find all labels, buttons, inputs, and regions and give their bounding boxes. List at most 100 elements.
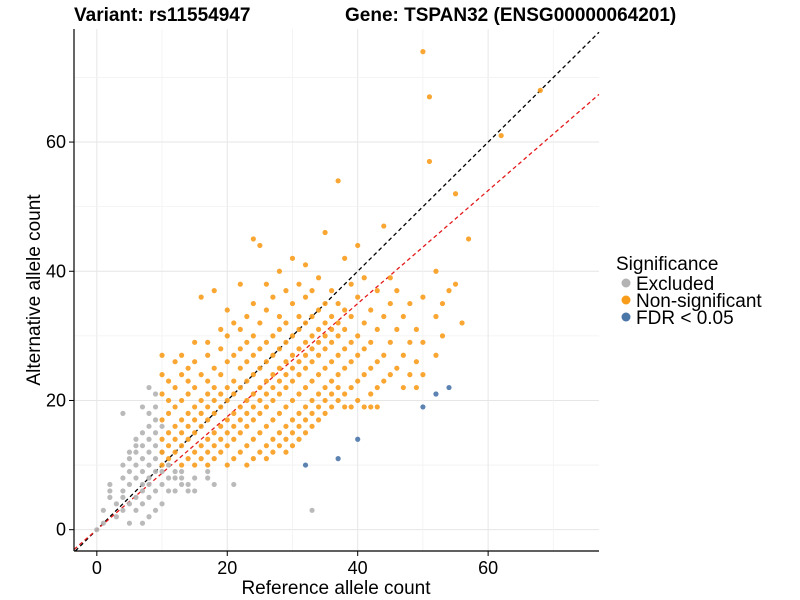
point-non-significant [387,339,393,345]
point-non-significant [263,404,269,410]
point-non-significant [276,326,283,333]
point-non-significant [400,313,406,320]
point-non-significant [159,391,165,397]
point-non-significant [296,346,302,352]
point-non-significant [315,417,322,423]
point-non-significant [302,404,309,410]
point-non-significant [348,359,354,365]
point-non-significant [192,449,198,455]
point-non-significant [348,281,354,287]
point-non-significant [374,384,380,391]
point-non-significant [322,346,328,352]
point-non-significant [283,449,289,455]
point-non-significant [329,326,335,333]
point-non-significant [407,372,413,378]
point-non-significant [309,397,315,404]
point-excluded [146,384,152,391]
point-non-significant [276,378,283,384]
point-fdr-0-05 [335,456,341,462]
point-non-significant [250,236,256,242]
point-non-significant [257,410,263,416]
point-non-significant [342,255,348,261]
point-non-significant [302,384,309,391]
point-non-significant [296,326,302,333]
point-excluded [120,475,126,481]
point-non-significant [355,352,361,358]
point-excluded [179,481,185,488]
point-non-significant [165,378,172,384]
point-non-significant [420,49,426,55]
point-non-significant [263,281,269,287]
point-excluded [139,488,146,494]
point-non-significant [348,313,354,320]
point-non-significant [231,436,237,442]
legend-label-excluded: Excluded [636,274,714,295]
point-non-significant [276,346,283,352]
point-non-significant [192,339,198,345]
point-non-significant [342,404,348,410]
point-non-significant [315,339,322,345]
point-non-significant [289,397,296,404]
point-non-significant [309,423,315,429]
x-tick-label: 0 [92,558,102,578]
point-excluded [159,501,165,507]
point-non-significant [302,365,309,371]
point-non-significant [465,236,472,242]
point-non-significant [192,430,198,436]
point-excluded [139,468,146,475]
point-non-significant [185,456,191,462]
point-non-significant [283,436,289,442]
axis-ticks: 0 20 40 60 0 20 40 60 [46,132,498,578]
point-excluded [146,449,152,455]
point-non-significant [211,410,217,416]
point-non-significant [205,339,211,345]
point-excluded [172,468,178,475]
point-non-significant [400,384,406,391]
point-non-significant [179,430,185,436]
point-non-significant [205,417,211,423]
point-non-significant [452,281,459,287]
point-non-significant [387,275,393,281]
point-non-significant [394,365,400,371]
point-excluded [192,475,198,481]
point-non-significant [289,333,296,339]
point-non-significant [218,391,224,397]
point-non-significant [237,326,243,333]
point-non-significant [179,372,185,378]
point-fdr-0-05 [420,404,426,410]
point-non-significant [342,391,348,397]
point-non-significant [283,423,289,429]
point-non-significant [374,326,380,333]
point-excluded [133,462,139,468]
point-non-significant [381,313,387,320]
legend: Significance Excluded Non-significant FD… [616,254,762,329]
point-excluded [185,481,191,488]
point-non-significant [413,384,419,391]
point-non-significant [361,275,367,281]
point-non-significant [315,391,322,397]
point-non-significant [211,397,217,404]
point-non-significant [355,242,361,249]
point-non-significant [335,333,341,339]
point-non-significant [165,410,172,416]
point-non-significant [244,397,250,404]
point-excluded [133,436,139,442]
point-non-significant [224,430,230,436]
point-non-significant [198,456,204,462]
point-non-significant [433,313,439,320]
y-tick-label: 60 [46,132,66,152]
point-non-significant [244,462,250,468]
point-non-significant [302,430,309,436]
point-non-significant [283,359,289,365]
point-excluded [113,514,119,520]
point-excluded [133,494,139,500]
point-excluded [126,456,133,462]
y-tick-label: 0 [56,520,66,540]
grid-lines [74,29,599,551]
point-non-significant [257,397,263,404]
point-non-significant [426,158,433,165]
point-non-significant [315,307,322,313]
point-excluded [120,494,126,500]
reference-lines [73,31,600,552]
point-non-significant [159,352,165,358]
